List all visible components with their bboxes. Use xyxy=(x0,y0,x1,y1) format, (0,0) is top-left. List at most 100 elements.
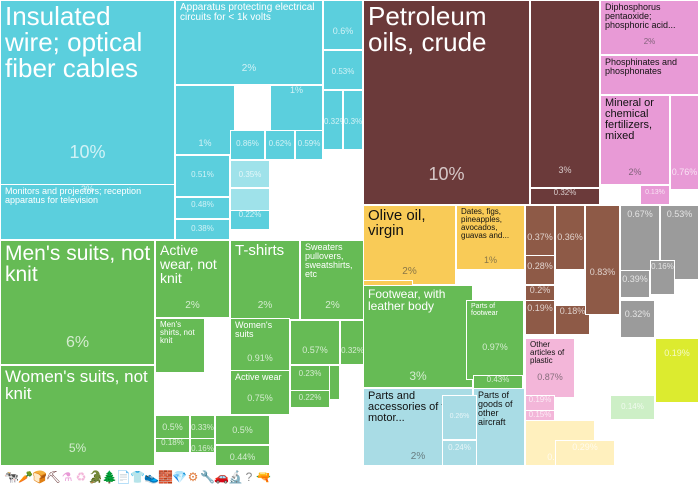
textiles-icon[interactable]: 👕 xyxy=(130,470,145,484)
plastics-rubbers-icon[interactable]: ♻ xyxy=(75,470,87,484)
tile-value: 3% xyxy=(409,369,427,383)
treemap-tile[interactable]: Men's shirts, not knit0.98% xyxy=(155,318,205,373)
machines-icon[interactable]: 🔧 xyxy=(200,470,215,484)
treemap-tile[interactable]: Diphosphorus pentaoxide; phosphoric acid… xyxy=(600,0,699,55)
treemap-tile[interactable]: Olive oil, virgin 2% xyxy=(363,205,456,285)
treemap-tile[interactable]: 0.26% xyxy=(442,395,477,440)
treemap-tile[interactable]: Active wear, not knit 2% xyxy=(155,240,230,318)
treemap-tile[interactable]: 0.3% xyxy=(343,90,363,150)
vegetable-products-icon[interactable]: 🥕 xyxy=(18,470,33,484)
treemap-tile[interactable]: 0.38% xyxy=(175,219,230,240)
tile-label: Insulated wire; optical fiber cables xyxy=(5,1,143,83)
metals-icon[interactable]: ⚙ xyxy=(187,470,199,484)
tile-value: 0.75% xyxy=(247,393,273,403)
treemap-tile[interactable]: 0.22% xyxy=(230,210,270,230)
treemap-tile[interactable]: 0.22% xyxy=(290,390,330,408)
tile-value: 0.16% xyxy=(191,444,214,453)
treemap-tile[interactable]: 0.35% xyxy=(230,160,270,188)
tile-label: Dates, figs, pineapples, avocados, guava… xyxy=(461,207,510,240)
treemap-tile[interactable]: 0.29% xyxy=(555,440,615,466)
tile-label: T-shirts xyxy=(235,242,285,259)
tile-value: 2% xyxy=(185,300,200,311)
animal-products-icon[interactable]: 🐄 xyxy=(4,470,19,484)
treemap-tile[interactable]: Active wear 0.75% xyxy=(230,370,290,415)
tile-value: 0.87% xyxy=(537,372,563,382)
paper-goods-icon[interactable]: 📄 xyxy=(116,470,131,484)
treemap-tile[interactable]: 0.32% xyxy=(530,188,600,205)
tile-value: 0.22% xyxy=(298,393,322,402)
treemap-tile[interactable]: Footwear, with leather body 3% xyxy=(363,285,473,388)
treemap-tile[interactable]: 0.19% xyxy=(655,338,699,403)
tile-value: 0.57% xyxy=(302,345,328,355)
treemap-tile[interactable]: 0.62% xyxy=(265,130,295,160)
tile-value: 0.39% xyxy=(622,274,648,284)
minerals-icon[interactable]: ⛏ xyxy=(46,470,62,484)
transportation-icon[interactable]: 🚗 xyxy=(214,470,229,484)
footwear-icon[interactable]: 👟 xyxy=(144,470,159,484)
treemap-tile[interactable]: 0.32% xyxy=(620,300,655,338)
tile-value: 2% xyxy=(257,300,273,311)
tile-value: 0.32% xyxy=(324,117,342,126)
treemap-tile[interactable]: Women's suits, not knit 5% xyxy=(0,365,155,466)
tile-label: Apparatus protecting electrical circuits… xyxy=(180,2,315,23)
treemap-tile[interactable]: 0.86% xyxy=(230,130,265,160)
treemap-tile[interactable]: 0.24% xyxy=(442,440,477,466)
treemap-tile[interactable]: Parts of footwear 0.97% xyxy=(466,300,524,380)
precious-metals-icon[interactable]: 💎 xyxy=(172,470,187,484)
treemap-tile[interactable]: Men's suits, not knit 6% xyxy=(0,240,155,365)
treemap-tile[interactable]: 0.39% xyxy=(620,270,650,298)
treemap-tile[interactable]: 0.19% xyxy=(525,300,555,335)
treemap-tile[interactable]: 0.57% xyxy=(290,320,340,365)
treemap-tile[interactable]: 0.83% xyxy=(585,205,620,315)
treemap-tile[interactable]: Women's suits 0.91% xyxy=(230,318,290,373)
animal-hides-icon[interactable]: 🐊 xyxy=(88,470,103,484)
instruments-icon[interactable]: 🔬 xyxy=(228,470,243,484)
treemap-tile[interactable]: Other articles of plastic 0.87% xyxy=(525,338,575,398)
tile-value: 0.43% xyxy=(486,375,510,384)
chemical-products-icon[interactable]: ⚗ xyxy=(61,470,73,484)
wood-products-icon[interactable]: 🌲 xyxy=(102,470,117,484)
treemap-tile[interactable]: 0.13% xyxy=(640,185,670,205)
treemap-tile[interactable]: 0.36% xyxy=(555,205,585,270)
stone-glass-icon[interactable]: 🧱 xyxy=(158,470,173,484)
treemap-tile[interactable]: Petroleum oils, crude 10% xyxy=(363,0,530,205)
treemap-tile[interactable]: 0.33% xyxy=(190,415,215,440)
tile-label: Parts of footwear xyxy=(471,303,498,317)
treemap-tile[interactable]: 0.44% xyxy=(215,445,270,466)
treemap-tile[interactable]: Monitors and projectors; reception appar… xyxy=(0,184,175,240)
weapons-icon[interactable]: 🔫 xyxy=(256,470,271,484)
treemap-tile[interactable]: 3% xyxy=(530,0,600,188)
treemap-tile[interactable]: 0.16% xyxy=(190,438,215,453)
treemap-tile[interactable]: Sweaters pullovers, sweatshirts, etc 2% xyxy=(300,240,365,320)
treemap-tile[interactable]: 0.5% xyxy=(215,415,270,445)
treemap-tile[interactable]: Dates, figs, pineapples, avocados, guava… xyxy=(456,205,525,270)
treemap-tile[interactable]: 0.48% xyxy=(175,197,230,219)
treemap-tile[interactable]: Apparatus protecting electrical circuits… xyxy=(175,0,323,85)
tile-value: 10% xyxy=(428,164,465,184)
treemap-tile[interactable]: 0.18% xyxy=(155,438,190,453)
treemap-tile[interactable]: 0.51% xyxy=(175,155,230,197)
tile-value: 0.67% xyxy=(627,209,653,219)
treemap-tile[interactable]: 0.28% xyxy=(525,255,555,285)
treemap-tile[interactable]: Phosphinates and phosphonates xyxy=(600,55,699,95)
treemap-tile[interactable]: Mineral or chemical fertilizers, mixed 2% xyxy=(600,95,670,185)
tile-label: Active wear xyxy=(235,372,282,382)
tile-label: Parts and accessories of the motor... xyxy=(368,390,457,424)
foodstuffs-icon[interactable]: 🍞 xyxy=(32,470,47,484)
treemap-tile[interactable]: 0.32% xyxy=(323,90,343,150)
miscellaneous-icon[interactable]: ? xyxy=(245,470,253,484)
treemap-tile[interactable]: T-shirts 2% xyxy=(230,240,300,320)
treemap-tile[interactable]: 0.6% xyxy=(323,0,363,50)
treemap-tile[interactable]: 0.18% xyxy=(555,305,590,335)
treemap-tile[interactable]: 0.16% xyxy=(650,260,675,295)
treemap-tile[interactable]: 0.5% xyxy=(155,415,190,440)
treemap-tile[interactable]: 0.14% xyxy=(610,395,655,420)
treemap-tile[interactable]: 0.53% xyxy=(323,50,363,90)
tile-value: 0.6% xyxy=(332,26,354,36)
treemap-tile[interactable]: 0.59% xyxy=(295,130,323,160)
tile-value: 0.14% xyxy=(621,402,644,411)
treemap-tile[interactable]: 0.32% xyxy=(340,320,365,365)
treemap-tile[interactable]: 0.76% xyxy=(670,95,699,190)
treemap-tile[interactable]: Parts of goods of other aircraft xyxy=(473,388,525,466)
treemap-tile[interactable]: 1% xyxy=(175,85,235,155)
